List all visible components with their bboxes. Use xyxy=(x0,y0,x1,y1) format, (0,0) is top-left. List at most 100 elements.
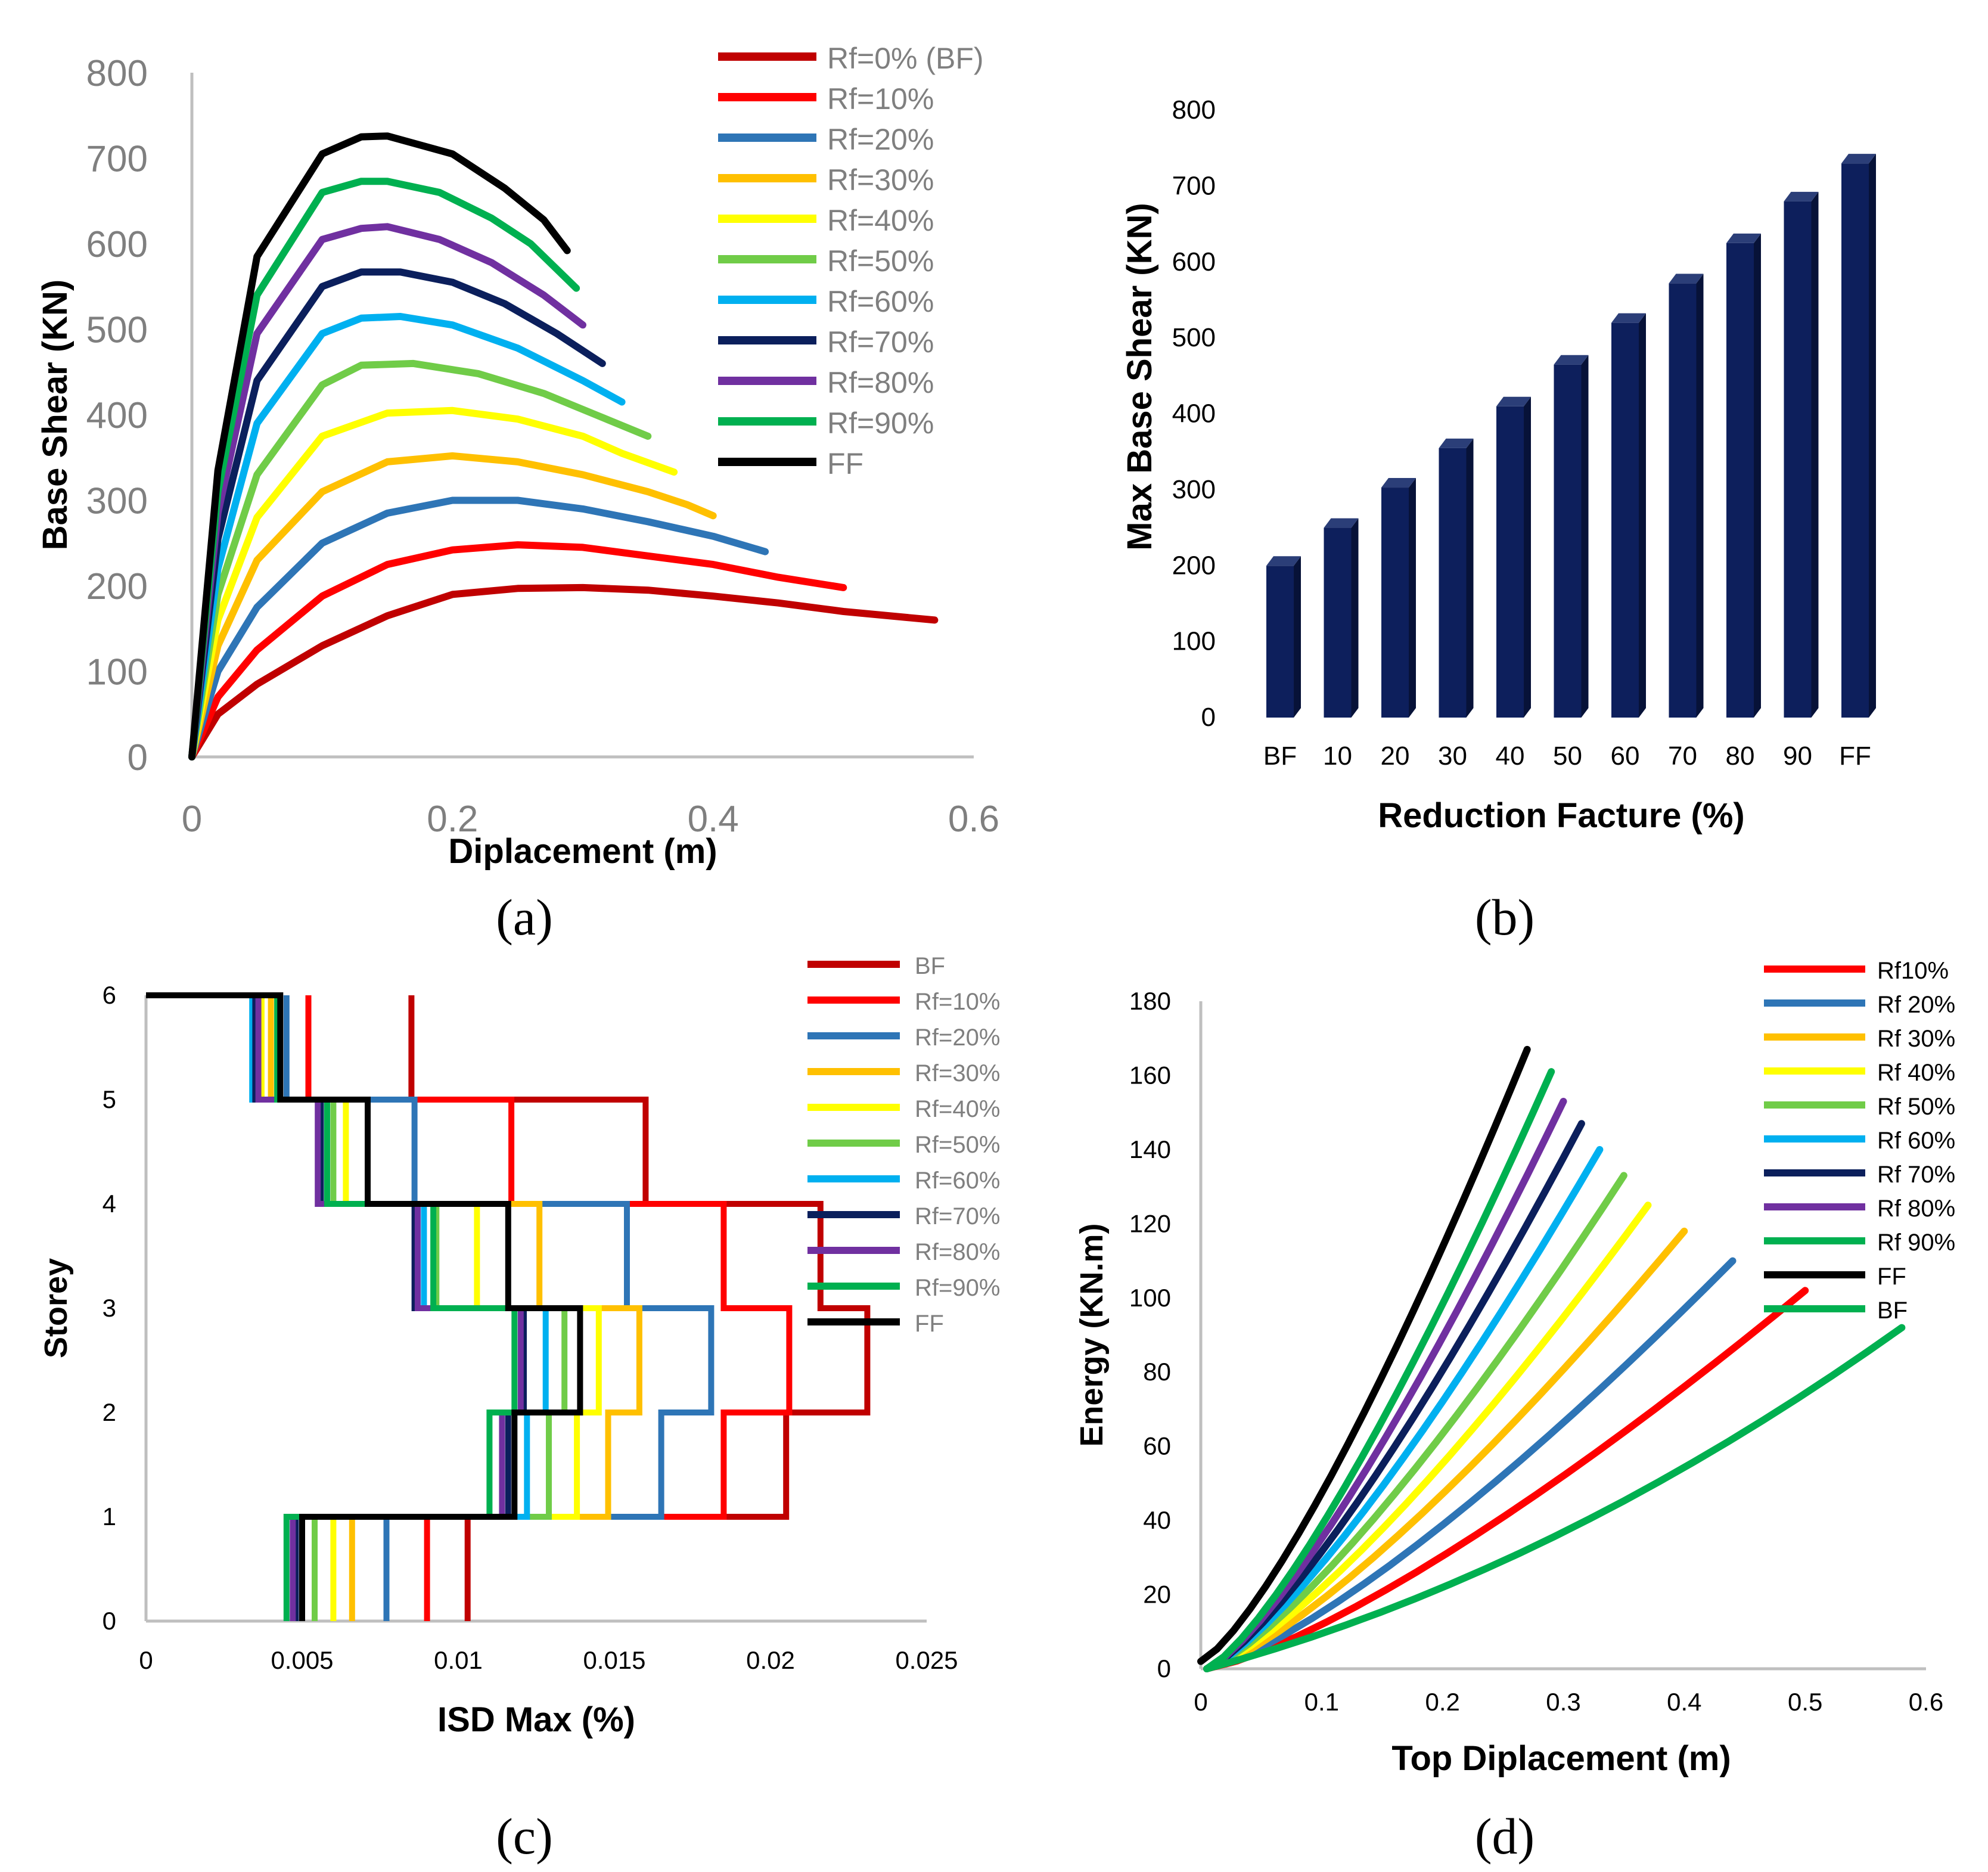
y-tick-label: 160 xyxy=(1129,1061,1171,1089)
series-line xyxy=(1203,1202,1652,1672)
y-axis-title: Storey xyxy=(38,1258,74,1358)
bar-side xyxy=(1754,233,1761,718)
bar-top xyxy=(1381,478,1416,488)
legend-label: Rf=80% xyxy=(915,1239,1000,1265)
series-line xyxy=(146,992,583,1621)
y-tick-label: 100 xyxy=(1129,1284,1171,1312)
x-tick-label: 70 xyxy=(1668,741,1697,771)
y-tick-label: 400 xyxy=(86,395,148,436)
y-tick-label: 700 xyxy=(1172,171,1216,200)
legend-label: Rf=80% xyxy=(827,366,934,399)
chart-c: 0 1 2 3 4 5 6 0 0.005 0.01 0.015 0.02 0.025 ISD Max (… xyxy=(38,953,1000,1865)
y-tick-label: 600 xyxy=(86,224,148,265)
y-axis-title: Base Shear (KN) xyxy=(36,280,74,550)
x-tick-label: 0.5 xyxy=(1788,1688,1822,1716)
bar-top xyxy=(1841,154,1876,164)
bar xyxy=(1439,448,1467,718)
x-tick-label: 0.02 xyxy=(746,1646,795,1674)
bar-side xyxy=(1466,438,1474,718)
bar-top xyxy=(1266,556,1301,566)
chart-a: 0 100 200 300 400 500 600 700 800 0 0.2 0.4 0.6 Dipla… xyxy=(36,42,999,946)
bar xyxy=(1381,488,1409,718)
bar xyxy=(1496,406,1524,718)
x-axis-title: ISD Max (%) xyxy=(437,1700,635,1739)
legend-label: Rf=10% xyxy=(827,82,934,116)
bar xyxy=(1324,527,1352,718)
y-tick-label: 200 xyxy=(86,566,148,607)
x-axis-title: Top Diplacement (m) xyxy=(1391,1739,1731,1778)
legend-label: Rf 80% xyxy=(1877,1196,1955,1222)
bar xyxy=(1841,163,1869,718)
x-tick-label: 80 xyxy=(1726,741,1755,771)
y-axis-title: Energy (KN.m) xyxy=(1074,1223,1110,1446)
series-line xyxy=(188,359,652,760)
y-tick-label: 800 xyxy=(86,53,148,94)
y-tick-label: 0 xyxy=(128,737,148,778)
series-line xyxy=(1203,1324,1906,1672)
legend-label: Rf=40% xyxy=(915,1096,1000,1122)
x-tick-label: 10 xyxy=(1323,741,1352,771)
x-tick-label: BF xyxy=(1263,741,1297,771)
y-tick-label: 100 xyxy=(86,652,148,693)
legend-label: Rf=50% xyxy=(915,1132,1000,1158)
legend-label: Rf 20% xyxy=(1877,992,1955,1018)
panel-label-a: (a) xyxy=(496,889,552,946)
x-tick-label: 0.1 xyxy=(1304,1688,1339,1716)
y-tick-label: 1 xyxy=(102,1502,116,1530)
legend-label: Rf=40% xyxy=(827,204,934,237)
x-tick-label: 0.4 xyxy=(688,799,739,840)
series-line xyxy=(188,452,717,760)
series-line xyxy=(188,496,769,760)
y-tick-label: 800 xyxy=(1172,95,1216,125)
legend-label: BF xyxy=(1877,1297,1908,1324)
legend-label: Rf=60% xyxy=(827,285,934,318)
legend-label: Rf=60% xyxy=(915,1168,1000,1194)
y-tick-label: 0 xyxy=(1157,1654,1171,1682)
legend-label: Rf=30% xyxy=(827,163,934,197)
x-axis-title: Reduction Facture (%) xyxy=(1378,796,1745,835)
y-tick-label: 600 xyxy=(1172,247,1216,277)
y-tick-label: 120 xyxy=(1129,1209,1171,1237)
legend-label: Rf=30% xyxy=(915,1060,1000,1086)
bar-top xyxy=(1726,233,1761,243)
series-line xyxy=(188,583,939,760)
bar xyxy=(1611,322,1639,718)
legend-label: Rf 60% xyxy=(1877,1128,1955,1154)
chart-d: 0 20 40 60 80 100 120 140 160 180 0 0.1 0.2 0.3 0.4 0.5… xyxy=(1074,958,1955,1865)
y-tick-label: 20 xyxy=(1143,1581,1171,1609)
x-tick-label: 90 xyxy=(1783,741,1812,771)
x-axis-title: Diplacement (m) xyxy=(448,832,717,871)
legend-label: BF xyxy=(915,953,945,979)
bar-top xyxy=(1496,396,1531,406)
y-tick-label: 500 xyxy=(86,310,148,351)
x-tick-label: 60 xyxy=(1611,741,1640,771)
bar-side xyxy=(1409,478,1416,718)
legend-label: Rf 50% xyxy=(1877,1094,1955,1120)
bar-side xyxy=(1581,355,1589,718)
x-tick-label: 0 xyxy=(182,799,202,840)
panel-label-b: (b) xyxy=(1475,889,1535,946)
legend-label: Rf 40% xyxy=(1877,1060,1955,1086)
x-tick-label: 0.2 xyxy=(427,799,478,840)
series-line xyxy=(1203,1145,1604,1672)
y-tick-label: 60 xyxy=(1143,1432,1171,1460)
x-tick-label: 50 xyxy=(1553,741,1582,771)
series-line xyxy=(1203,1227,1688,1672)
legend-label: Rf=20% xyxy=(915,1025,1000,1051)
y-tick-label: 0 xyxy=(102,1607,116,1635)
series-line xyxy=(1203,1172,1627,1672)
legend-label: Rf=70% xyxy=(827,325,934,359)
bar-top xyxy=(1611,313,1646,323)
series-line xyxy=(188,268,606,760)
x-tick-label: 0.005 xyxy=(271,1646,333,1674)
bar xyxy=(1784,201,1812,718)
legend-label: Rf=90% xyxy=(915,1275,1000,1301)
series-line xyxy=(1203,1068,1555,1672)
bar-side xyxy=(1639,313,1646,718)
y-tick-label: 4 xyxy=(102,1190,116,1218)
bar xyxy=(1266,566,1294,718)
y-tick-label: 5 xyxy=(102,1085,116,1113)
legend-label: FF xyxy=(827,447,863,480)
x-tick-label: 20 xyxy=(1381,741,1410,771)
